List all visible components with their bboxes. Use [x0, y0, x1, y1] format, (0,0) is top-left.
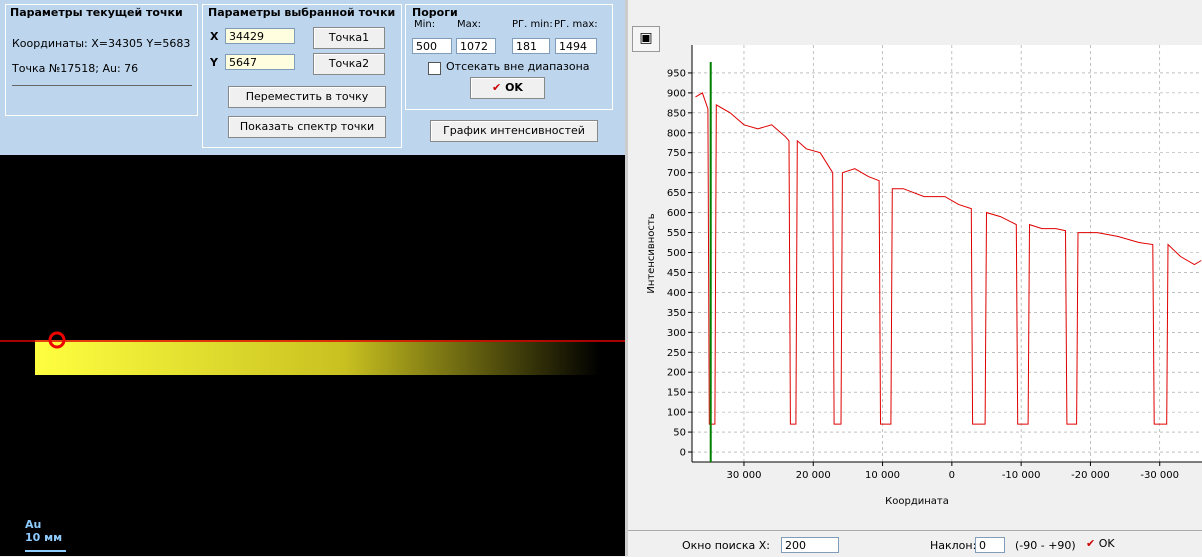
y-tick-label: 400 — [667, 288, 686, 299]
rg-max-input[interactable]: 1494 — [555, 38, 597, 54]
y-tick-label: 250 — [667, 348, 686, 359]
x-input[interactable]: 34429 — [225, 28, 295, 44]
sample-band — [35, 340, 600, 375]
ok-button[interactable]: ✔ OK — [470, 77, 545, 99]
group-title: Параметры текущей точки — [10, 6, 183, 19]
label: (-90 - +90) — [1015, 539, 1076, 552]
label: Наклон: — [930, 539, 976, 552]
point1-button[interactable]: Точка1 — [313, 27, 385, 49]
bottom-bar: Окно поиска X: 200 Наклон: 0 (-90 - +90)… — [628, 530, 1202, 557]
label: Окно поиска X: — [682, 539, 770, 552]
label: Отсекать вне диапазона — [446, 60, 590, 73]
y-tick-label: 100 — [667, 408, 686, 419]
x-tick-label: -30 000 — [1140, 470, 1179, 481]
y-tick-label: 450 — [667, 268, 686, 279]
x-tick-label: -20 000 — [1071, 470, 1110, 481]
label: Min: — [414, 19, 435, 30]
label: РГ. max: — [554, 19, 598, 30]
y-tick-label: 50 — [673, 428, 686, 439]
rg-min-input[interactable]: 181 — [512, 38, 550, 54]
scale-label: 10 мм — [25, 531, 62, 544]
y-input[interactable]: 5647 — [225, 54, 295, 70]
checkbox[interactable] — [428, 62, 441, 75]
label: Y — [210, 56, 218, 69]
label: OK — [1099, 537, 1115, 550]
chart: 0 50 100 150 200 250 300 350 400 450 500 550 600 650 7… — [628, 0, 1202, 530]
label: Max: — [457, 19, 481, 30]
y-tick-label: 700 — [667, 168, 686, 179]
ok-button[interactable]: ✔ OK — [1086, 537, 1115, 550]
spectrum-button[interactable]: Показать спектр точки — [228, 116, 386, 138]
window-input[interactable]: 200 — [781, 537, 839, 553]
graph-button[interactable]: График интенсивностей — [430, 120, 598, 142]
y-tick-label: 900 — [667, 88, 686, 99]
label: Координаты: X=34305 Y=5683 — [12, 37, 190, 50]
max-input[interactable]: 1072 — [456, 38, 496, 54]
x-tick-label: 30 000 — [726, 470, 761, 481]
y-axis-label: Интенсивность — [646, 213, 657, 293]
x-tick-label: 20 000 — [796, 470, 831, 481]
y-tick-label: 850 — [667, 108, 686, 119]
separator — [12, 85, 192, 86]
label: OK — [505, 81, 523, 94]
y-tick-label: 650 — [667, 188, 686, 199]
app: Параметры текущей точки Координаты: X=34… — [0, 0, 1202, 556]
group-title: Пороги — [412, 6, 458, 19]
check-icon: ✔ — [492, 81, 505, 94]
x-tick-label: -10 000 — [1002, 470, 1041, 481]
label: РГ. min: — [512, 19, 553, 30]
label: X — [210, 30, 218, 43]
label: Точка №17518; Au: 76 — [12, 62, 138, 75]
y-tick-label: 500 — [667, 248, 686, 259]
plot-area — [692, 45, 1202, 462]
control-panel: Параметры текущей точки Координаты: X=34… — [0, 0, 625, 155]
y-tick-label: 800 — [667, 128, 686, 139]
y-tick-label: 200 — [667, 368, 686, 379]
y-tick-label: 300 — [667, 328, 686, 339]
y-tick-label: 750 — [667, 148, 686, 159]
min-input[interactable]: 500 — [412, 38, 452, 54]
y-tick-label: 350 — [667, 308, 686, 319]
y-tick-label: 950 — [667, 68, 686, 79]
move-button[interactable]: Переместить в точку — [228, 86, 386, 108]
group-title: Параметры выбранной точки — [208, 6, 395, 19]
group-box — [5, 4, 198, 116]
point2-button[interactable]: Точка2 — [313, 53, 385, 75]
element-label: Au — [25, 518, 41, 531]
x-tick-label: 10 000 — [865, 470, 900, 481]
x-tick-label: 0 — [949, 470, 955, 481]
slope-input[interactable]: 0 — [975, 537, 1005, 553]
y-tick-label: 150 — [667, 388, 686, 399]
y-tick-label: 0 — [680, 448, 686, 459]
y-tick-label: 550 — [667, 228, 686, 239]
y-tick-label: 600 — [667, 208, 686, 219]
image-view: Au 10 мм — [0, 155, 625, 556]
x-axis-label: Координата — [885, 496, 949, 507]
check-icon: ✔ — [1086, 537, 1099, 550]
